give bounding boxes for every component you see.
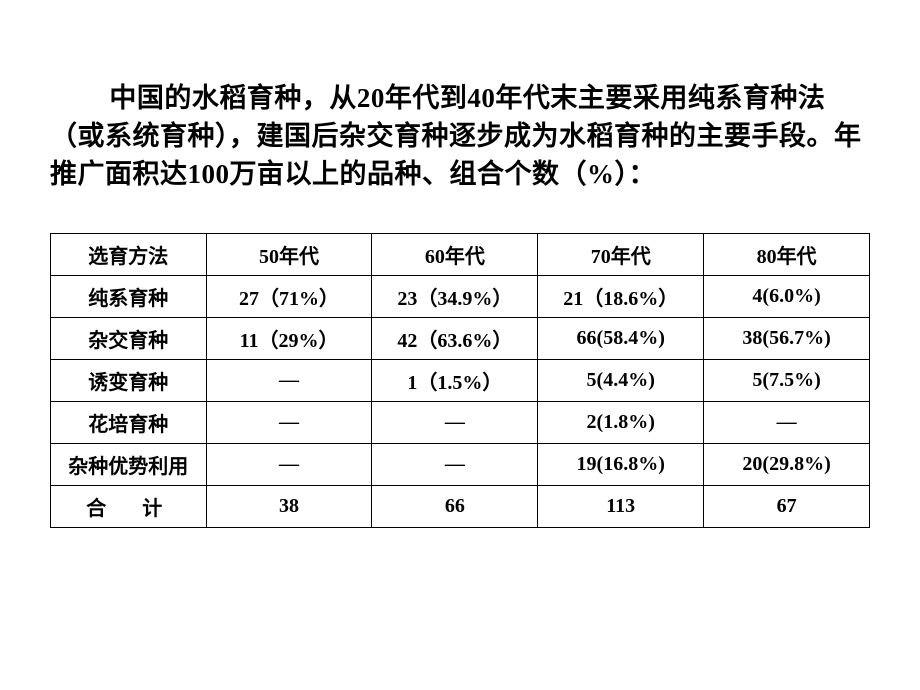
table-row-total: 合 计 38 66 113 67 (51, 486, 870, 528)
row-label: 纯系育种 (51, 276, 207, 318)
cell: — (372, 444, 538, 486)
cell: 19(16.8%) (538, 444, 704, 486)
cell: 2(1.8%) (538, 402, 704, 444)
col-header-50s: 50年代 (206, 234, 372, 276)
cell: 66 (372, 486, 538, 528)
cell: 1（1.5%） (372, 360, 538, 402)
cell: 66(58.4%) (538, 318, 704, 360)
row-label-total: 合 计 (51, 486, 207, 528)
row-label: 杂种优势利用 (51, 444, 207, 486)
row-label: 花培育种 (51, 402, 207, 444)
cell: 11（29%） (206, 318, 372, 360)
table-row: 杂种优势利用 — — 19(16.8%) 20(29.8%) (51, 444, 870, 486)
table-row: 纯系育种 27（71%） 23（34.9%） 21（18.6%） 4(6.0%) (51, 276, 870, 318)
cell: — (206, 402, 372, 444)
cell: 23（34.9%） (372, 276, 538, 318)
col-header-60s: 60年代 (372, 234, 538, 276)
cell: — (206, 444, 372, 486)
cell: 38(56.7%) (704, 318, 870, 360)
cell: 38 (206, 486, 372, 528)
breeding-table: 选育方法 50年代 60年代 70年代 80年代 纯系育种 27（71%） 23… (50, 233, 870, 528)
cell: 21（18.6%） (538, 276, 704, 318)
table-row: 诱变育种 — 1（1.5%） 5(4.4%) 5(7.5%) (51, 360, 870, 402)
cell: — (704, 402, 870, 444)
row-label: 诱变育种 (51, 360, 207, 402)
cell: 67 (704, 486, 870, 528)
cell: 27（71%） (206, 276, 372, 318)
col-header-method: 选育方法 (51, 234, 207, 276)
row-label: 杂交育种 (51, 318, 207, 360)
table-row: 花培育种 — — 2(1.8%) — (51, 402, 870, 444)
slide-page: 中国的水稻育种，从20年代到40年代末主要采用纯系育种法（或系统育种），建国后杂… (0, 0, 920, 690)
cell: — (206, 360, 372, 402)
cell: 113 (538, 486, 704, 528)
cell: 20(29.8%) (704, 444, 870, 486)
table-header-row: 选育方法 50年代 60年代 70年代 80年代 (51, 234, 870, 276)
cell: 5(7.5%) (704, 360, 870, 402)
cell: — (372, 402, 538, 444)
table-row: 杂交育种 11（29%） 42（63.6%） 66(58.4%) 38(56.7… (51, 318, 870, 360)
col-header-70s: 70年代 (538, 234, 704, 276)
cell: 5(4.4%) (538, 360, 704, 402)
cell: 42（63.6%） (372, 318, 538, 360)
col-header-80s: 80年代 (704, 234, 870, 276)
intro-paragraph: 中国的水稻育种，从20年代到40年代末主要采用纯系育种法（或系统育种），建国后杂… (50, 80, 870, 193)
cell: 4(6.0%) (704, 276, 870, 318)
paragraph-text: 中国的水稻育种，从20年代到40年代末主要采用纯系育种法（或系统育种），建国后杂… (50, 83, 862, 189)
